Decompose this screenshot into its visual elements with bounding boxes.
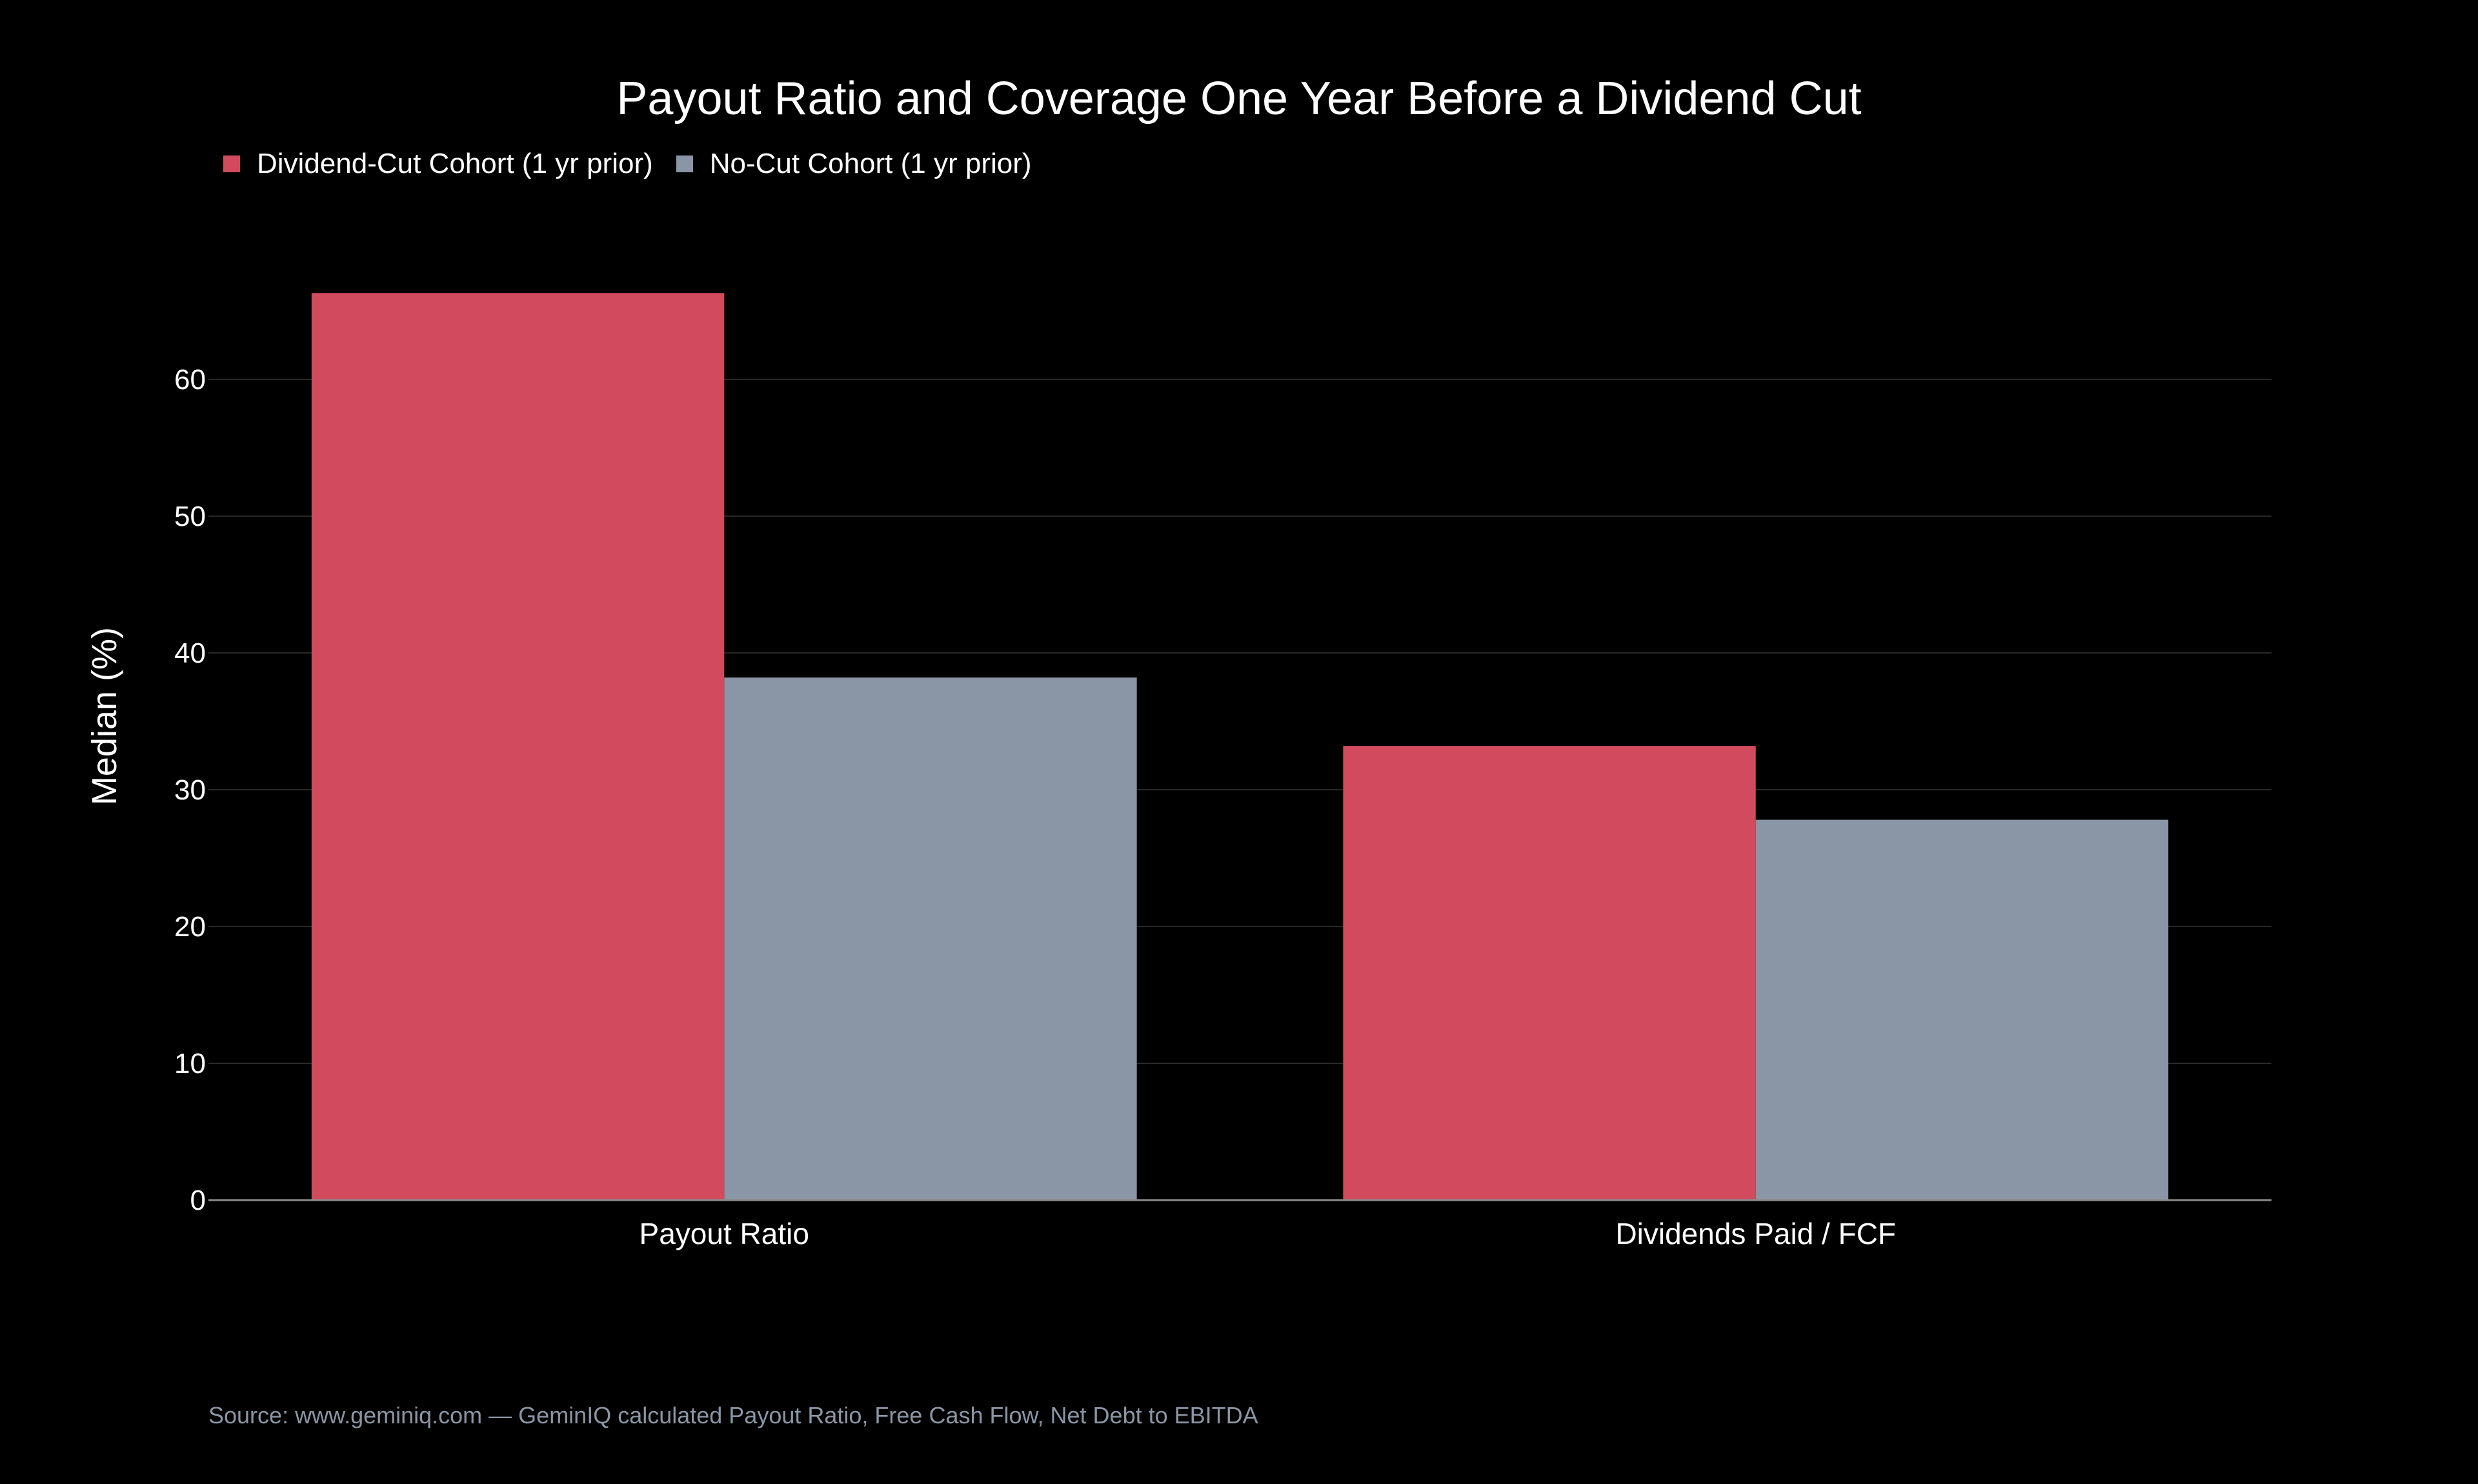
legend-item-dividend-cut[interactable]: Dividend-Cut Cohort (1 yr prior) [223,148,653,180]
legend-label-no-cut: No-Cut Cohort (1 yr prior) [709,148,1032,179]
bar-dividend-cut-0[interactable] [311,293,725,1201]
y-axis-title: Median (%) [85,627,124,805]
chart-title: Payout Ratio and Coverage One Year Befor… [616,73,1862,125]
x-tick-label: Dividends Paid / FCF [1615,1217,1896,1250]
y-tick-label: 0 [190,1185,206,1216]
legend-label-dividend-cut: Dividend-Cut Cohort (1 yr prior) [257,148,653,179]
y-tick-label: 10 [174,1048,206,1079]
y-tick-label: 50 [174,501,206,532]
legend-item-no-cut[interactable]: No-Cut Cohort (1 yr prior) [676,148,1032,180]
axes: 0 10 20 30 40 50 60 Payout Ratio Dividends Paid … [174,364,2272,1250]
legend: Dividend-Cut Cohort (1 yr prior) No-Cut … [223,146,1055,182]
y-tick-label: 30 [174,774,206,806]
bars [311,293,2169,1201]
y-tick-label: 20 [174,911,206,943]
y-tick-label: 40 [174,637,206,669]
source-note: Source: www.geminiq.com — GeminIQ calcul… [208,1402,1258,1429]
bar-no-cut-1[interactable] [1755,819,2169,1200]
bar-no-cut-0[interactable] [724,677,1137,1200]
legend-swatch-no-cut [676,155,693,172]
bar-dividend-cut-1[interactable] [1343,746,1756,1200]
legend-swatch-dividend-cut [223,155,240,172]
x-tick-label: Payout Ratio [640,1217,809,1250]
y-tick-label: 60 [174,364,206,396]
